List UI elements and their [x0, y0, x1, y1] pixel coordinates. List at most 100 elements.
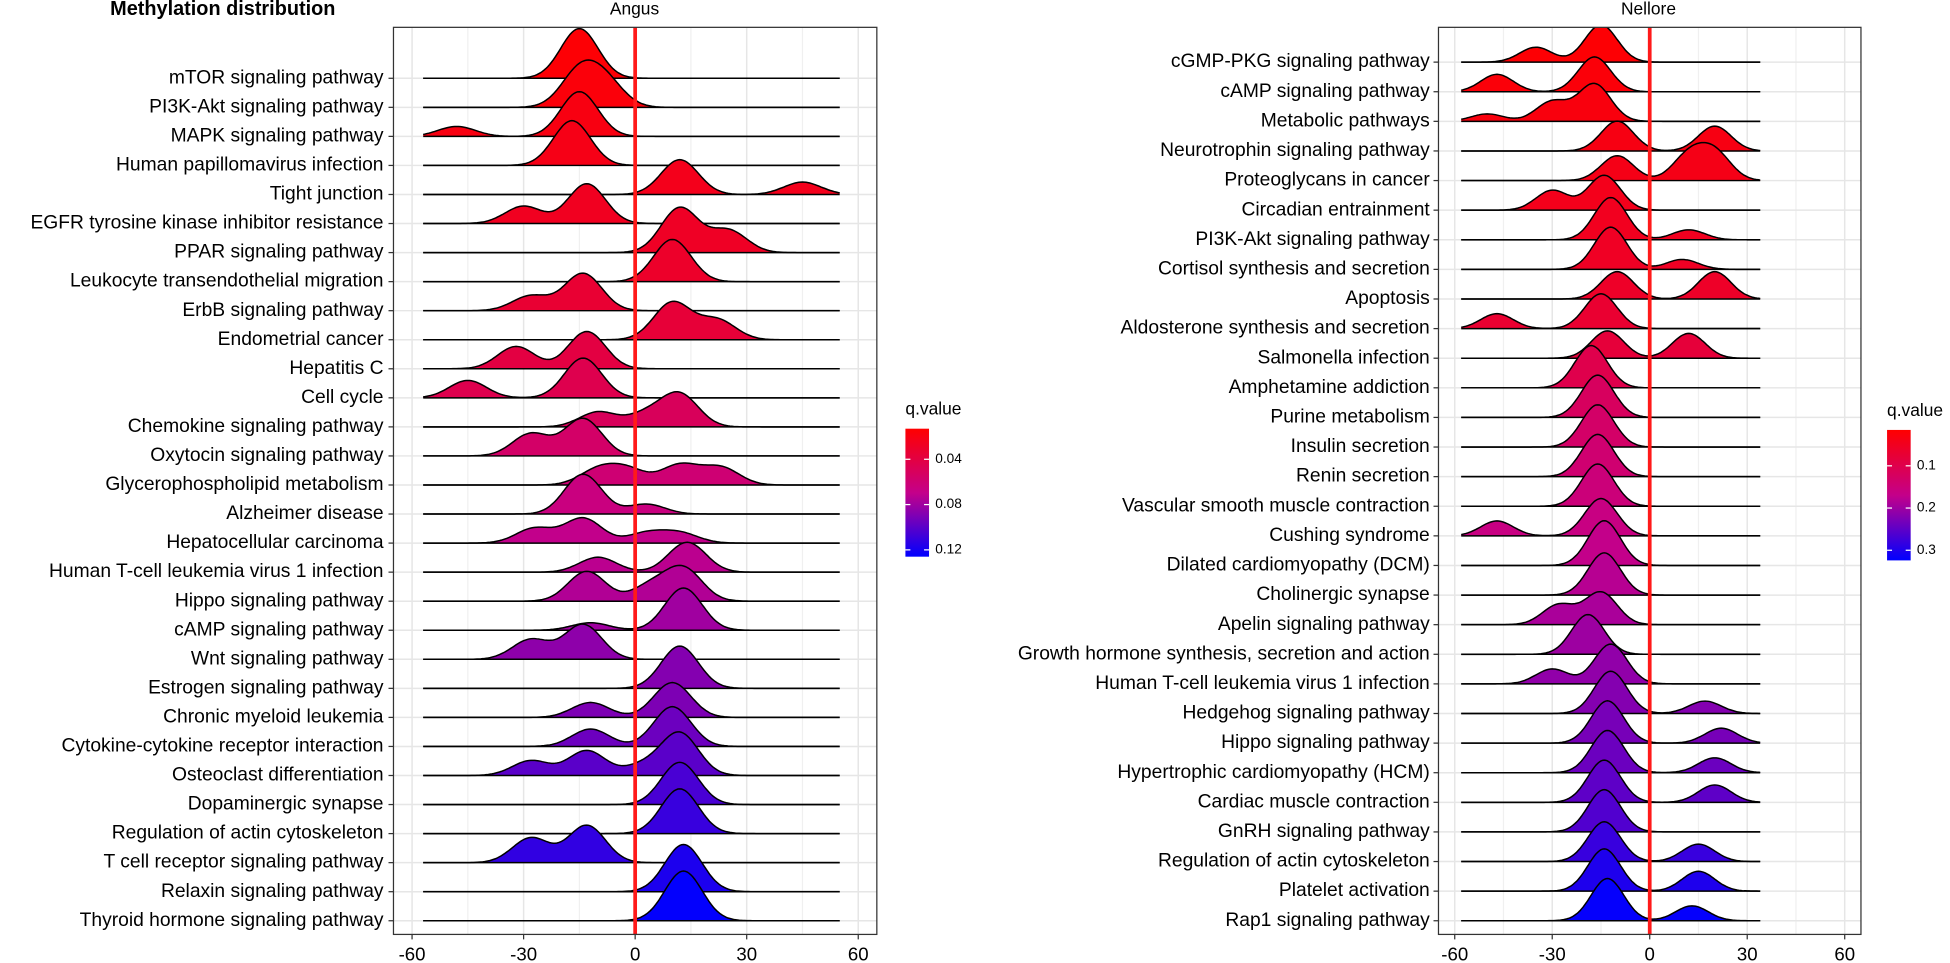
ridge [423, 91, 840, 137]
y-tick-label: Dilated cardiomyopathy (DCM) [1167, 555, 1430, 576]
ridge [1461, 498, 1761, 536]
y-tick-label: Renin secretion [1296, 466, 1430, 487]
y-tick-label: Neurotrophin signaling pathway [1160, 140, 1430, 161]
ridge [423, 183, 840, 224]
ridge [1461, 520, 1761, 566]
ridge [423, 624, 840, 660]
colorbar-label: 0.3 [1917, 542, 1936, 557]
y-tick-label: Apelin signaling pathway [1218, 614, 1430, 635]
legend-title: q.value [905, 399, 961, 419]
ridge [1461, 463, 1761, 507]
y-tick-label: Alzheimer disease [226, 503, 383, 524]
legend-title: q.value [1887, 400, 1943, 420]
x-tick-label: 30 [1737, 943, 1758, 963]
y-tick-label: cAMP signaling pathway [1220, 81, 1430, 102]
ridge [1461, 271, 1761, 299]
ridge [423, 418, 840, 456]
ridge [1461, 142, 1761, 181]
ridge [1461, 404, 1761, 448]
ridge [1461, 345, 1761, 388]
y-tick-label: Platelet activation [1279, 880, 1430, 901]
y-tick-label: PI3K-Akt signaling pathway [1195, 229, 1430, 250]
y-tick-label: Tight junction [270, 184, 384, 205]
ridge [1461, 293, 1761, 329]
y-tick-label: Cytokine-cytokine receptor interaction [61, 736, 383, 757]
ridges [1461, 27, 1761, 922]
ridge [1461, 375, 1761, 418]
ridge [1461, 83, 1761, 122]
ridge [1461, 730, 1761, 773]
y-tick-label: Human papillomavirus infection [116, 155, 384, 176]
y-tick-label: PI3K-Akt signaling pathway [149, 96, 384, 117]
ridge [1461, 591, 1761, 625]
y-tick-label: MAPK signaling pathway [171, 125, 384, 146]
panel-title: Angus [610, 0, 660, 19]
y-tick-label: Vascular smooth muscle contraction [1122, 495, 1430, 516]
y-tick-label: Cortisol synthesis and secretion [1158, 258, 1430, 279]
y-tick-label: cAMP signaling pathway [174, 619, 384, 640]
y-tick-label: Growth hormone synthesis, secretion and … [1018, 643, 1430, 664]
ridge [1461, 227, 1761, 270]
x-tick-label: 60 [1834, 943, 1855, 963]
y-tick-label: Wnt signaling pathway [191, 648, 384, 669]
colorbar-label: 0.2 [1917, 500, 1936, 515]
y-tick-label: Glycerophospholipid metabolism [105, 474, 383, 495]
y-tick-label: Hippo signaling pathway [175, 590, 384, 611]
ridge [423, 273, 840, 311]
y-tick-label: Cell cycle [301, 387, 383, 408]
y-tick-label: Leukocyte transendothelial migration [70, 271, 384, 292]
x-tick-label: 60 [848, 943, 869, 963]
y-tick-label: mTOR signaling pathway [169, 67, 384, 88]
colorbar-label: 0.08 [935, 496, 962, 511]
ridge [1461, 671, 1761, 714]
x-tick-label: -60 [1441, 943, 1468, 963]
y-tick-label: Hedgehog signaling pathway [1183, 703, 1431, 724]
ridge [423, 462, 840, 485]
ridge [1461, 821, 1761, 862]
ridge [423, 331, 840, 369]
ridge [1461, 848, 1761, 892]
y-tick-label: T cell receptor signaling pathway [104, 852, 384, 873]
y-tick-label: Oxytocin signaling pathway [150, 445, 384, 466]
colorbar-label: 0.12 [935, 541, 962, 556]
y-tick-label: Regulation of actin cytoskeleton [112, 823, 384, 844]
ridge [423, 159, 840, 195]
x-tick-label: 0 [630, 943, 640, 963]
ridge [1461, 644, 1761, 684]
y-tick-label: Apoptosis [1345, 288, 1430, 309]
y-tick-label: PPAR signaling pathway [174, 242, 384, 263]
ridge [423, 517, 840, 544]
ridge [1461, 197, 1761, 240]
y-tick-label: Proteoglycans in cancer [1224, 170, 1430, 191]
y-tick-label: Cardiac muscle contraction [1198, 791, 1430, 812]
y-tick-label: Thyroid hormone signaling pathway [80, 910, 384, 931]
y-tick-label: Hepatitis C [289, 358, 383, 379]
y-tick-label: Hepatocellular carcinoma [166, 532, 383, 553]
x-tick-label: 30 [736, 943, 757, 963]
y-tick-label: Relaxin signaling pathway [161, 881, 384, 902]
x-tick-label: 0 [1645, 943, 1655, 963]
ridge [1461, 56, 1761, 92]
x-tick-label: -60 [399, 943, 426, 963]
colorbar-label: 0.04 [935, 451, 962, 466]
ridge [1461, 27, 1761, 63]
y-tick-label: Amphetamine addiction [1229, 377, 1430, 398]
ridge [423, 731, 840, 776]
y-tick-label: ErbB signaling pathway [182, 300, 384, 321]
y-tick-label: Human T-cell leukemia virus 1 infection [49, 561, 384, 582]
y-tick-label: Circadian entrainment [1241, 199, 1430, 220]
y-tick-label: Rap1 signaling pathway [1225, 910, 1430, 931]
y-tick-label: cGMP-PKG signaling pathway [1171, 51, 1430, 72]
ridge [1461, 878, 1761, 921]
y-tick-label: Chemokine signaling pathway [128, 416, 384, 437]
x-tick-label: -30 [510, 943, 537, 963]
y-tick-label: Metabolic pathways [1261, 110, 1430, 131]
y-tick-label: Salmonella infection [1257, 347, 1429, 368]
y-tick-label: GnRH signaling pathway [1218, 821, 1430, 842]
ridge [1461, 434, 1761, 477]
ridge [1461, 552, 1761, 596]
ridge [423, 825, 840, 863]
ridge [1461, 789, 1761, 832]
